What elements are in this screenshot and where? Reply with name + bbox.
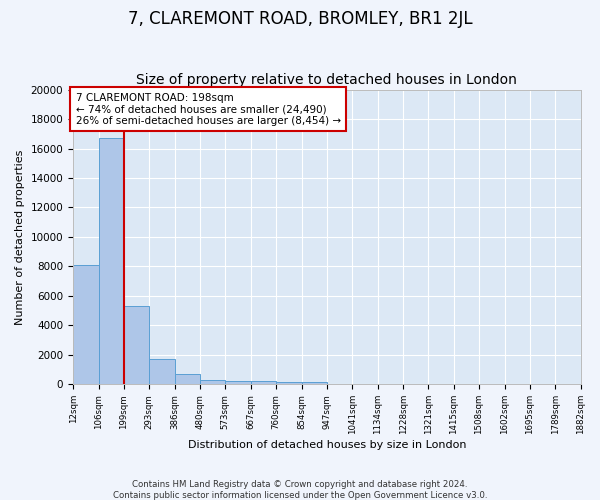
X-axis label: Distribution of detached houses by size in London: Distribution of detached houses by size … [188, 440, 466, 450]
Text: 7 CLAREMONT ROAD: 198sqm
← 74% of detached houses are smaller (24,490)
26% of se: 7 CLAREMONT ROAD: 198sqm ← 74% of detach… [76, 92, 341, 126]
Text: 7, CLAREMONT ROAD, BROMLEY, BR1 2JL: 7, CLAREMONT ROAD, BROMLEY, BR1 2JL [128, 10, 472, 28]
Bar [276, 382, 302, 384]
Text: Contains HM Land Registry data © Crown copyright and database right 2024.
Contai: Contains HM Land Registry data © Crown c… [113, 480, 487, 500]
Bar [302, 382, 327, 384]
Bar [73, 265, 98, 384]
Bar [251, 382, 276, 384]
Bar [200, 380, 225, 384]
Bar [149, 358, 175, 384]
Bar [98, 138, 124, 384]
Bar [175, 374, 200, 384]
Bar [225, 381, 251, 384]
Y-axis label: Number of detached properties: Number of detached properties [15, 150, 25, 324]
Title: Size of property relative to detached houses in London: Size of property relative to detached ho… [136, 73, 517, 87]
Bar [124, 306, 149, 384]
